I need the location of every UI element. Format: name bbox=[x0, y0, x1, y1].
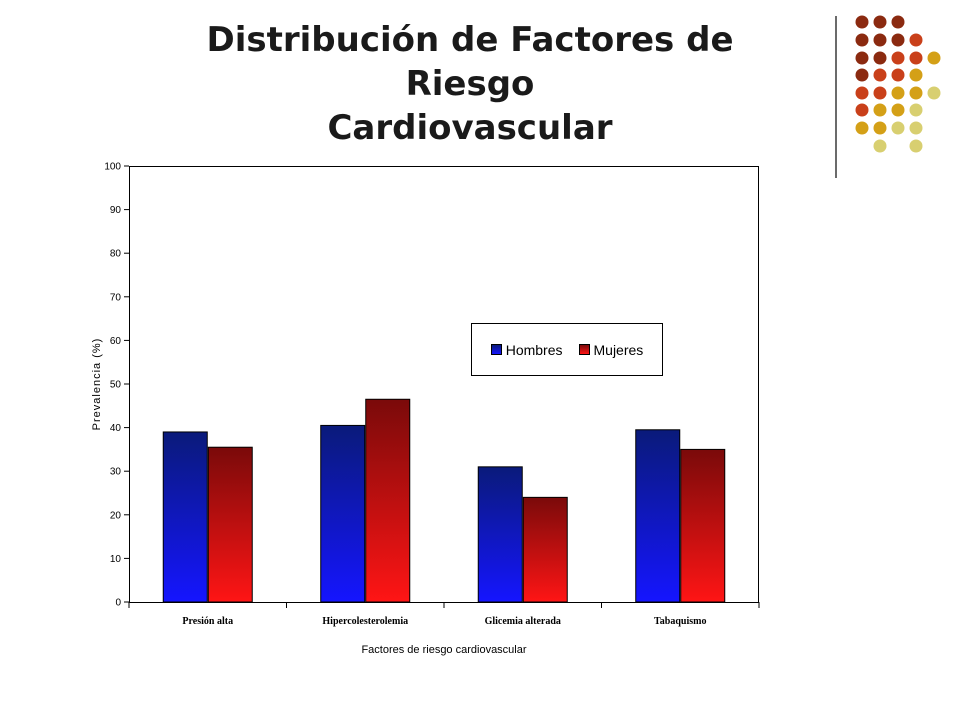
decorative-dot bbox=[855, 103, 869, 117]
decorative-dot bbox=[891, 103, 905, 117]
x-tick-label: Glicemia alterada bbox=[485, 616, 561, 627]
chart-legend: Hombres Mujeres bbox=[471, 323, 663, 376]
bar-series-2 bbox=[207, 446, 253, 603]
bar-series-1 bbox=[635, 429, 681, 603]
decorative-dot bbox=[873, 51, 887, 65]
y-axis-title: Prevalencia (%) bbox=[91, 338, 103, 431]
bar-series-1 bbox=[477, 466, 523, 603]
decorative-dot bbox=[909, 103, 923, 117]
decorative-dot bbox=[855, 33, 869, 47]
decorative-dot bbox=[855, 86, 869, 100]
y-tick-label: 50 bbox=[110, 380, 122, 391]
decorative-dot bbox=[873, 33, 887, 47]
y-tick-label: 90 bbox=[110, 205, 122, 216]
decorative-dot bbox=[909, 51, 923, 65]
x-tick-label: Tabaquismo bbox=[654, 616, 706, 627]
y-tick-label: 10 bbox=[110, 554, 122, 565]
decorative-dot bbox=[873, 68, 887, 82]
decorative-dot bbox=[891, 121, 905, 135]
bar-series-1 bbox=[320, 424, 366, 603]
legend-swatch-series-1 bbox=[490, 344, 502, 355]
decorative-dot bbox=[927, 86, 941, 100]
slide-title: Distribución de Factores de Riesgo Cardi… bbox=[140, 18, 800, 150]
y-tick-label: 30 bbox=[110, 467, 122, 478]
decorative-dot bbox=[927, 51, 941, 65]
decorative-dot bbox=[891, 86, 905, 100]
y-tick-label: 60 bbox=[110, 336, 122, 347]
decorative-dot bbox=[891, 68, 905, 82]
decorative-dot bbox=[873, 86, 887, 100]
x-tick-label: Presión alta bbox=[182, 616, 233, 627]
x-axis-title: Factores de riesgo cardiovascular bbox=[361, 644, 526, 656]
decorative-dot bbox=[891, 15, 905, 29]
y-tick-label: 80 bbox=[110, 249, 122, 260]
decorative-dot bbox=[873, 121, 887, 135]
slide-title-line-1: Distribución de Factores de Riesgo bbox=[206, 20, 734, 104]
decorative-dot bbox=[855, 15, 869, 29]
legend-label-series-2: Mujeres bbox=[593, 341, 644, 358]
y-tick-label: 40 bbox=[110, 423, 122, 434]
decorative-dot bbox=[909, 139, 923, 153]
bar-series-2 bbox=[680, 448, 726, 603]
decorative-dot bbox=[855, 121, 869, 135]
decorative-dot bbox=[873, 103, 887, 117]
decorative-dot bbox=[909, 68, 923, 82]
bar-series-2 bbox=[522, 496, 568, 603]
y-tick-label: 20 bbox=[110, 510, 122, 521]
bar-series-1 bbox=[162, 431, 208, 603]
decorative-dot bbox=[855, 68, 869, 82]
y-tick-label: 100 bbox=[104, 162, 121, 173]
decorative-dot bbox=[909, 86, 923, 100]
decorative-dot bbox=[891, 51, 905, 65]
legend-label-series-1: Hombres bbox=[505, 341, 563, 358]
legend-swatch-series-2 bbox=[578, 344, 590, 355]
x-tick-label: Hipercolesterolemia bbox=[322, 616, 408, 627]
decorative-dot bbox=[873, 139, 887, 153]
decorative-dot bbox=[909, 33, 923, 47]
bar-series-2 bbox=[365, 398, 411, 603]
decorative-dot bbox=[909, 121, 923, 135]
legend-item-series-1: Hombres bbox=[490, 341, 563, 358]
decorative-dot bbox=[891, 33, 905, 47]
decorative-dot-grid bbox=[855, 15, 941, 153]
legend-item-series-2: Mujeres bbox=[578, 341, 644, 358]
decorative-divider bbox=[835, 16, 837, 178]
slide-title-line-2: Cardiovascular bbox=[327, 108, 613, 148]
y-tick-label: 0 bbox=[115, 598, 121, 609]
y-tick-label: 70 bbox=[110, 292, 122, 303]
decorative-dot bbox=[855, 51, 869, 65]
decorative-dot bbox=[873, 15, 887, 29]
